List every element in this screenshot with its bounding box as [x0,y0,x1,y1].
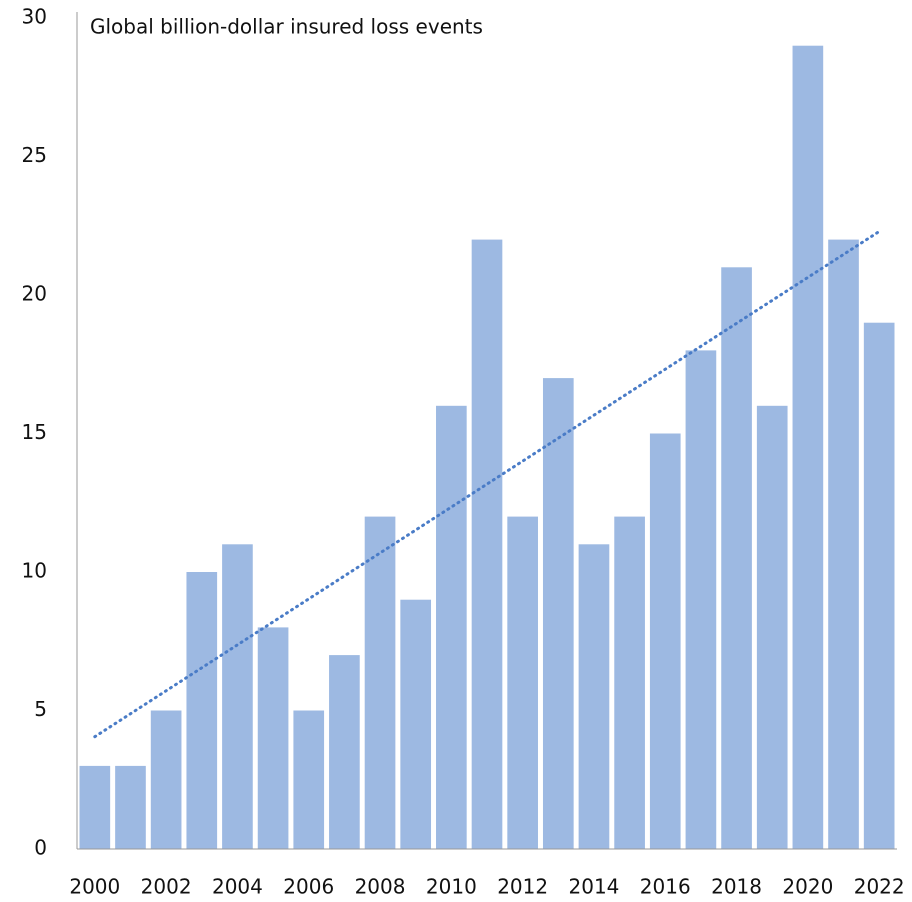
x-tick-label: 2020 [782,875,833,899]
bar [863,322,895,849]
y-tick-label: 10 [22,559,47,583]
y-tick-label: 20 [22,282,47,306]
bar [578,544,610,849]
x-tick-label: 2008 [355,875,406,899]
bar [614,516,645,849]
bar [293,710,325,849]
x-tick-label: 2014 [569,875,620,899]
x-tick-label: 2004 [212,875,263,899]
x-tick-label: 2002 [141,875,192,899]
chart-title: Global billion-dollar insured loss event… [90,15,483,39]
bar [186,572,218,849]
bar [828,239,859,850]
y-tick-label: 0 [34,836,47,860]
x-tick-label: 2010 [426,875,477,899]
x-tick-label: 2012 [497,875,548,899]
bar [400,599,432,849]
bar [756,405,788,849]
bar [436,405,467,849]
trendline [93,229,881,739]
x-tick-label: 2000 [69,875,120,899]
bar [150,710,182,849]
bar [685,350,717,849]
bar [721,267,752,849]
x-tick-label: 2016 [640,875,691,899]
bar [329,655,360,849]
bar [222,544,253,849]
y-tick-label: 25 [22,143,47,167]
bar [79,765,111,849]
bar [542,378,574,849]
x-tick-label: 2022 [854,875,905,899]
x-tick-label: 2018 [711,875,762,899]
bar [257,627,289,849]
y-tick-label: 15 [22,420,47,444]
bar [471,239,503,850]
y-tick-label: 5 [34,697,47,721]
bar [507,516,538,849]
bar [792,45,824,849]
y-tick-label: 30 [22,5,47,29]
bar [649,433,681,849]
bar [364,516,396,849]
x-tick-label: 2006 [283,875,334,899]
bar [115,765,146,849]
